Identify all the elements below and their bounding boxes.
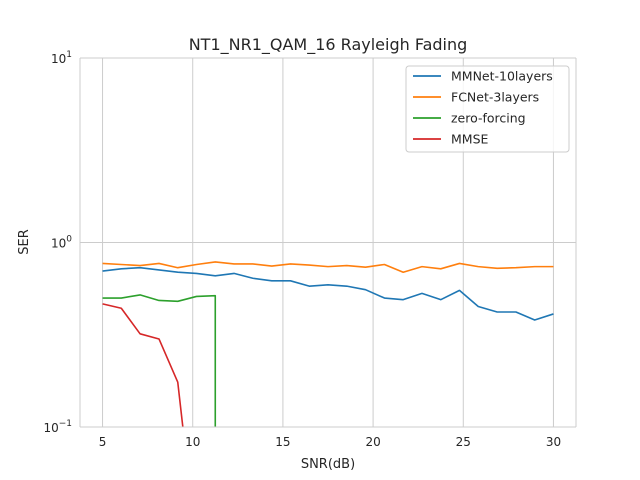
legend-label-mmse: MMSE [451, 132, 489, 147]
x-tick-label: 20 [365, 435, 380, 449]
chart-title: NT1_NR1_QAM_16 Rayleigh Fading [189, 35, 468, 55]
x-tick-label: 30 [546, 435, 561, 449]
series-line-fcnet-3layers [102, 261, 554, 274]
legend-label-zero-forcing: zero-forcing [451, 111, 526, 126]
y-tick-label: 101 [51, 50, 72, 66]
series-line-zero-forcing [102, 294, 217, 427]
y-tick-labels: 10−1 100 101 [43, 50, 72, 435]
x-tick-label: 15 [275, 435, 290, 449]
series-line-mmse [102, 303, 184, 427]
legend-box [405, 65, 570, 153]
x-tick-label: 10 [185, 435, 200, 449]
legend-label-mmnet-10layers: MMNet-10layers [451, 69, 553, 84]
y-tick-label: 100 [51, 235, 72, 251]
series-lines [102, 261, 554, 427]
y-tick-label: 10−1 [43, 419, 72, 435]
x-tick-labels: 5 10 15 20 25 30 [99, 435, 561, 449]
x-axis-label: SNR(dB) [301, 457, 355, 472]
series-line-mmnet-10layers [102, 266, 554, 321]
legend-label-fcnet-3layers: FCNet-3layers [451, 90, 539, 105]
plot-frame [79, 57, 577, 428]
y-axis-label: SER [17, 229, 32, 255]
x-tick-label: 5 [99, 435, 107, 449]
x-tick-label: 25 [456, 435, 471, 449]
legend: MMNet-10layers FCNet-3layers zero-forcing M… [405, 65, 570, 153]
